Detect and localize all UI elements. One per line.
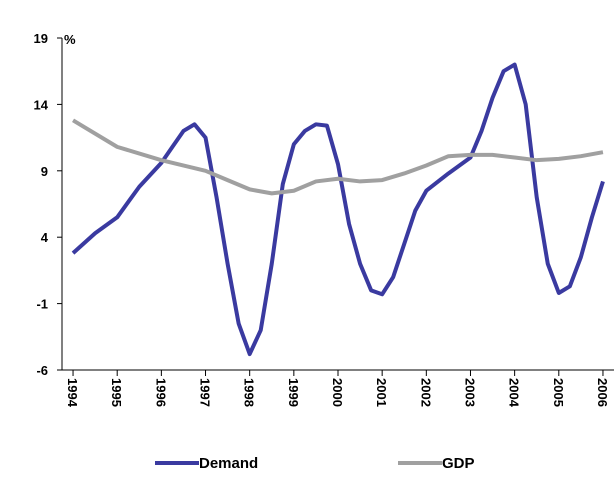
y-tick-label: 19: [34, 31, 48, 46]
x-tick-label: 2003: [462, 378, 477, 407]
line: [72, 118, 604, 196]
x-tick-label: 2001: [374, 378, 389, 407]
x-tick-label: 1995: [109, 378, 124, 407]
x-tick-label: 1996: [153, 378, 168, 407]
y-tick-label: -1: [36, 297, 48, 312]
legend-label: GDP: [442, 455, 475, 472]
x-tick-label: 1994: [65, 378, 80, 408]
line: [71, 62, 605, 357]
y-axis-label: %: [64, 32, 76, 47]
legend-label: Demand: [199, 455, 258, 472]
y-tick-label: 14: [34, 97, 49, 112]
x-tick-label: 2005: [551, 378, 566, 407]
x-tick-label: 2000: [330, 378, 345, 407]
x-tick-label: 1997: [198, 378, 213, 407]
x-tick-label: 2006: [595, 378, 610, 407]
y-tick-label: 9: [41, 164, 48, 179]
y-tick-label: 4: [41, 230, 49, 245]
x-tick-label: 1999: [286, 378, 301, 407]
x-tick-label: 1998: [242, 378, 257, 407]
y-tick-label: -6: [36, 363, 48, 378]
x-tick-label: 2004: [507, 378, 522, 408]
x-tick-label: 2002: [418, 378, 433, 407]
